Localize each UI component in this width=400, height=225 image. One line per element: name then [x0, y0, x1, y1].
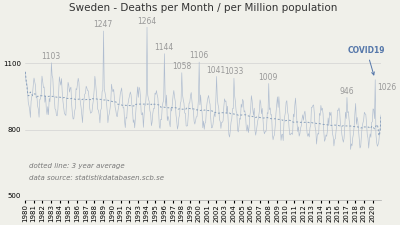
Text: 1058: 1058 [172, 62, 191, 71]
Text: 1026: 1026 [378, 83, 397, 92]
Text: data source: statistikdatabasen.scb.se: data source: statistikdatabasen.scb.se [29, 175, 164, 181]
Text: 1106: 1106 [189, 51, 208, 60]
Text: 1247: 1247 [94, 20, 113, 29]
Text: 1041: 1041 [206, 66, 226, 75]
Text: 1103: 1103 [41, 52, 61, 61]
Title: Sweden - Deaths per Month / per Million population: Sweden - Deaths per Month / per Million … [69, 3, 337, 13]
Text: 946: 946 [339, 87, 354, 96]
Text: 1009: 1009 [259, 73, 278, 82]
Text: 1144: 1144 [154, 43, 174, 52]
Text: 1033: 1033 [224, 68, 243, 76]
Text: COVID19: COVID19 [348, 46, 385, 75]
Text: dotted line: 3 year average: dotted line: 3 year average [29, 163, 125, 169]
Text: 1264: 1264 [137, 16, 156, 25]
